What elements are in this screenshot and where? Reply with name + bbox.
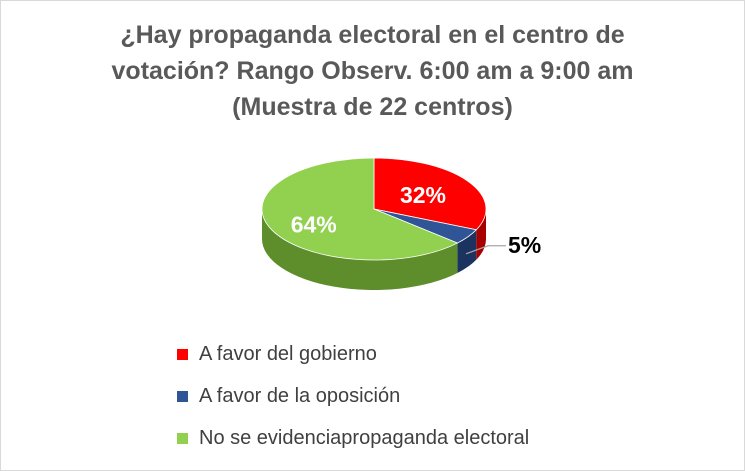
pie-slice-0 xyxy=(373,157,487,231)
chart-title-line-1: ¿Hay propaganda electoral en el centro d… xyxy=(120,21,625,49)
chart-title-line-3: (Muestra de 22 centros) xyxy=(232,93,513,121)
legend-swatch-oposicion xyxy=(177,391,188,402)
leader-line-oposicion xyxy=(465,245,506,255)
legend-swatch-no-evidencia xyxy=(177,433,188,444)
pie-side-2 xyxy=(262,209,458,290)
data-label-no-evidencia: 64% xyxy=(291,211,337,237)
data-label-oposicion: 5% xyxy=(508,232,541,258)
chart-title-line-2: votación? Rango Observ. 6:00 am a 9:00 a… xyxy=(111,57,634,85)
data-label-gobierno: 32% xyxy=(400,182,446,208)
pie-labels: 32% 64% 5% xyxy=(291,182,541,258)
legend-label-no-evidencia: No se evidenciapropaganda electoral xyxy=(199,427,530,449)
legend-label-gobierno: A favor del gobierno xyxy=(199,343,377,365)
chart-title: ¿Hay propaganda electoral en el centro d… xyxy=(1,17,744,125)
pie-top xyxy=(261,157,487,261)
pie-slice-2 xyxy=(261,157,459,261)
legend-swatch-gobierno xyxy=(177,349,188,360)
legend-label-oposicion: A favor de la oposición xyxy=(199,385,401,407)
